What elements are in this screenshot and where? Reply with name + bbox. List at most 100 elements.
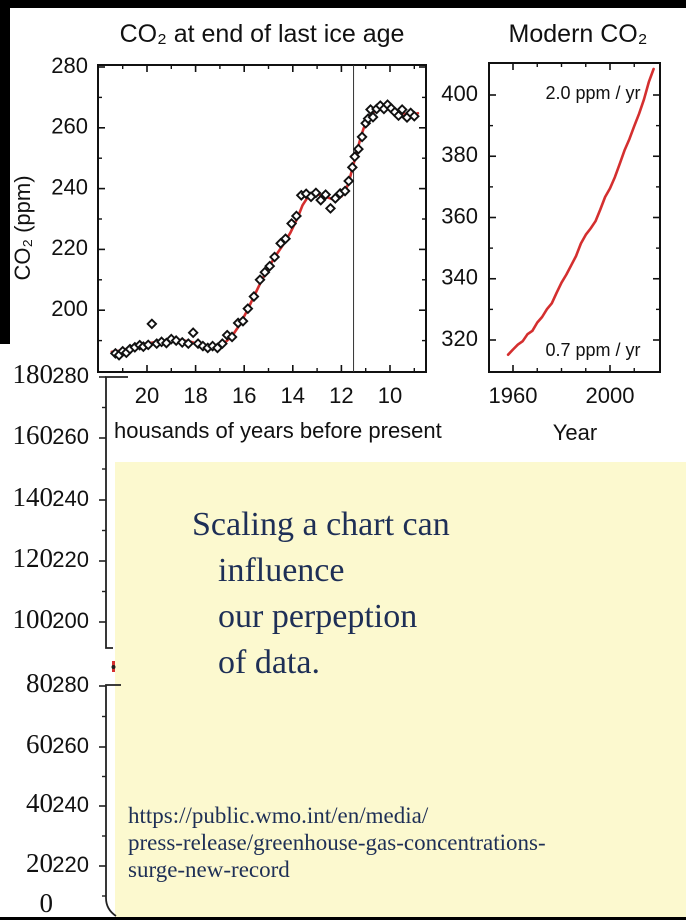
ice-age-data-point — [405, 107, 417, 119]
overlay-navy-axis-label: 180 — [13, 359, 54, 389]
ice-age-data-point — [286, 218, 298, 230]
ice-age-data-point — [264, 260, 276, 272]
overlay-navy-axis-label: 140 — [13, 482, 54, 512]
ice-age-data-point — [275, 237, 287, 249]
x-tick-label: 2000 — [586, 383, 635, 408]
ice-age-data-point — [187, 327, 199, 339]
source-url-line: surge-new-record — [128, 857, 290, 882]
chart-ice-age: 20 18 16 14 12 10 280 260 240 220 200 CO₂ at end of… — [10, 20, 442, 443]
source-url-line: press-release/greenhouse-gas-concentrati… — [128, 830, 546, 855]
ice-age-data-point — [324, 202, 337, 214]
overlay-black-axis-label: 200 — [52, 608, 89, 633]
caption-line: Scaling a chart can — [192, 506, 450, 543]
ice-age-data-point — [401, 111, 413, 124]
x-tick-label: 20 — [135, 383, 159, 408]
ice-age-data-point — [146, 318, 158, 330]
ice-age-data-point — [134, 339, 146, 351]
bottom-border-bar — [0, 917, 686, 920]
ice-age-data-point — [211, 342, 224, 354]
ice-age-data-point — [290, 210, 302, 222]
ice-age-data-point — [117, 345, 129, 357]
ice-age-data-point — [156, 336, 168, 348]
x-tick-label: 16 — [232, 383, 256, 408]
ice-age-data-point — [371, 103, 383, 115]
ice-age-data-point — [315, 194, 327, 206]
overlay-navy-axis-label: 40 — [26, 788, 53, 818]
overlay-black-axis-label: 240 — [52, 792, 89, 817]
ice-age-data-point — [176, 336, 188, 348]
ice-age-data-point — [374, 100, 386, 112]
ice-age-data-point — [192, 338, 204, 350]
ice-age-data-point — [356, 131, 368, 143]
overlay-black-axis-label: 280 — [52, 363, 89, 388]
overlay-black-axis-label: 220 — [52, 852, 89, 877]
ice-age-data-point — [182, 338, 194, 350]
ice-age-data-point — [226, 331, 238, 343]
ice-age-plot-frame — [97, 64, 427, 373]
source-url-line: https://public.wmo.int/en/media/ — [128, 803, 429, 828]
ice-age-data-point — [352, 143, 364, 155]
ice-age-data-point — [279, 233, 292, 245]
y-tick-label: 280 — [51, 53, 88, 78]
ice-age-data-point — [124, 343, 136, 355]
ice-age-data-point — [320, 189, 332, 201]
ice-age-data-point — [120, 347, 132, 359]
ice-age-data-point — [237, 315, 249, 327]
ice-age-data-point — [242, 303, 254, 315]
ice-age-data-point — [385, 102, 397, 114]
ice-age-data-point — [346, 161, 358, 173]
x-tick-label: 10 — [378, 383, 402, 408]
y-tick-label: 240 — [51, 174, 88, 199]
growth-rate-annotation: 2.0 ppm / yr — [545, 83, 640, 103]
ice-age-x-axis-label: housands of years before present — [114, 418, 442, 443]
x-tick-label: 1960 — [489, 383, 538, 408]
y-tick-label: 200 — [51, 296, 88, 321]
ice-age-data-point — [305, 191, 317, 203]
overlay-black-axis-label: 240 — [52, 486, 89, 511]
modern-x-axis-label: Year — [553, 420, 597, 445]
ice-age-data-point — [392, 110, 405, 122]
ice-age-data-point — [259, 266, 271, 278]
x-tick-label: 12 — [329, 383, 353, 408]
ice-age-data-point — [129, 341, 141, 353]
top-border-bar — [0, 0, 686, 8]
ice-age-data-point — [197, 340, 209, 352]
caption-text: Scaling a chart can influence our perpep… — [192, 502, 450, 686]
ice-age-data-point — [165, 333, 177, 345]
overlay-navy-axis-label: 100 — [13, 604, 54, 634]
overlay-navy-axis-label: 120 — [13, 543, 54, 573]
ice-age-data-point — [339, 185, 351, 197]
growth-rate-annotation: 0.7 ppm / yr — [545, 340, 640, 360]
ice-age-data-point — [207, 340, 219, 352]
ice-age-data-point — [360, 117, 372, 129]
source-url: https://public.wmo.int/en/media/ press-r… — [128, 802, 546, 883]
overlay-black-axis-label: 280 — [52, 672, 89, 697]
ice-age-data-point — [365, 104, 377, 116]
ice-age-data-point — [362, 113, 374, 125]
ice-age-data-point — [343, 175, 355, 187]
y-tick-label: 380 — [441, 142, 478, 167]
x-tick-label: 14 — [281, 383, 305, 408]
ice-age-data-point — [151, 338, 163, 350]
x-tick-label: 18 — [183, 383, 207, 408]
y-tick-label: 360 — [441, 203, 478, 228]
ice-age-data-point — [202, 342, 214, 354]
ice-age-data-point — [232, 317, 244, 329]
ice-age-data-point — [300, 188, 312, 200]
modern-chart-title: Modern CO₂ — [509, 20, 648, 48]
overlay-black-axis-label: 260 — [52, 733, 89, 758]
y-tick-label: 320 — [441, 326, 478, 351]
overlay-navy-axis-label: 160 — [13, 420, 54, 450]
overlay-navy-axis-label: 20 — [26, 848, 53, 878]
ice-age-data-point — [382, 99, 394, 111]
caption-line: influence — [218, 552, 345, 589]
y-tick-label: 400 — [441, 81, 478, 106]
ice-age-data-point — [378, 103, 390, 115]
ice-age-data-point — [389, 106, 401, 118]
modern-co2-line — [506, 67, 655, 357]
ice-age-data-point — [334, 187, 346, 200]
ice-age-data-point — [142, 339, 154, 351]
ice-age-data-point — [396, 104, 408, 116]
